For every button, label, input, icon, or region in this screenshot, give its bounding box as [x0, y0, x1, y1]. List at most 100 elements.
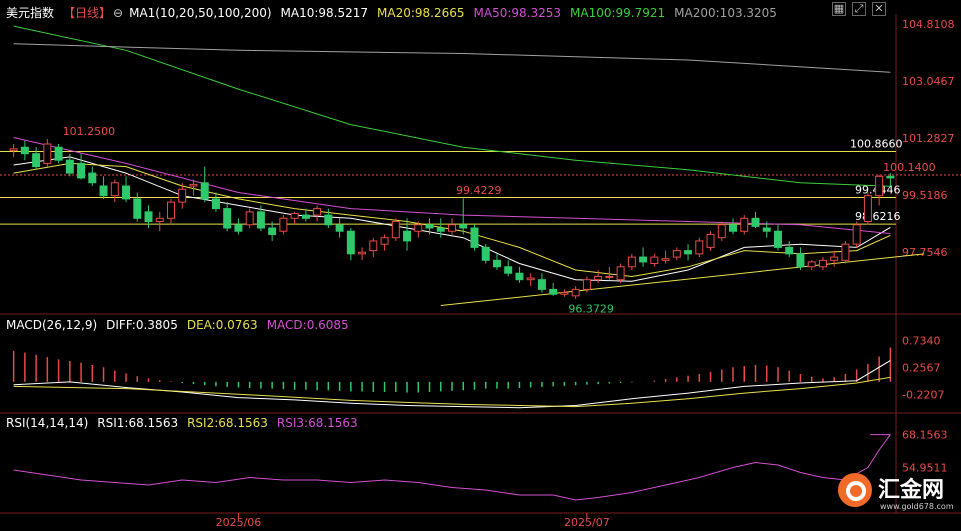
extreme-value-label: 99.4229: [456, 184, 502, 197]
macd-tick-label: 0.2567: [902, 361, 941, 374]
candle-body: [110, 182, 119, 197]
candle-body: [729, 224, 737, 232]
candle-body: [223, 208, 232, 229]
candle-body: [358, 251, 367, 255]
candle-body: [616, 266, 625, 281]
candle-body: [818, 259, 827, 268]
candle-body: [785, 246, 794, 255]
ma-line-ma200: [13, 43, 891, 73]
trendline: [440, 253, 925, 307]
macd-tick-label: 0.7340: [902, 335, 941, 348]
macd-dea-value: DEA:0.0763: [186, 318, 258, 332]
rsi-line: [13, 434, 891, 501]
candle-body: [830, 256, 839, 261]
time-tick-label: 2025/06: [216, 516, 262, 529]
ma10-value: MA10:98.5217: [280, 6, 369, 20]
candle-body: [313, 208, 322, 216]
candle-body: [886, 175, 895, 179]
price-tick-label: 104.8108: [902, 18, 955, 31]
candle-body: [335, 224, 344, 232]
candle-body: [627, 256, 636, 268]
candle-body: [762, 227, 771, 232]
macd-dea-line: [13, 376, 891, 408]
ma200-value: MA200:103.3205: [674, 6, 777, 20]
candle-body: [99, 185, 108, 197]
main-legend: 美元指数 【日线】 ⊖ MA1(10,20,50,100,200) MA10:98.52…: [6, 4, 786, 21]
candle-body: [324, 214, 333, 226]
candle-body: [391, 221, 400, 239]
candle-body: [211, 198, 220, 210]
ma100-value: MA100:99.7921: [570, 6, 666, 20]
candle-body: [88, 172, 97, 184]
candle-body: [549, 288, 558, 295]
candle-body: [403, 230, 412, 242]
candle-body: [481, 246, 490, 261]
candle-body: [459, 224, 468, 229]
candle-body: [122, 185, 131, 200]
candle-body: [144, 211, 153, 223]
ma20-value: MA20:98.2665: [377, 6, 465, 20]
rsi2-value: RSI2:68.1563: [187, 416, 268, 430]
candle-body: [515, 272, 524, 281]
time-tick-label: 2025/07: [564, 516, 610, 529]
ma-line-ma100: [13, 25, 891, 187]
candle-body: [414, 224, 423, 232]
candle-body: [582, 279, 591, 290]
candle-body: [492, 259, 501, 268]
candle-body: [369, 240, 378, 252]
candle-body: [717, 224, 726, 239]
candle-body: [695, 240, 704, 255]
price-tick-label: 103.0467: [902, 75, 955, 88]
candle-body: [200, 182, 209, 200]
rsi-legend: RSI(14,14,14) RSI1:68.1563 RSI2:68.1563 RSI…: [6, 416, 367, 430]
candle-body: [751, 217, 760, 227]
candle-body: [77, 162, 86, 179]
candle-body: [852, 224, 861, 245]
candle-body: [167, 201, 175, 219]
candle-body: [436, 227, 445, 232]
rsi1-value: RSI1:68.1563: [97, 416, 179, 430]
candle-body: [504, 266, 513, 274]
expand-icon[interactable]: ⤢: [852, 2, 866, 16]
candle-body: [661, 258, 670, 261]
candle-body: [560, 292, 569, 295]
candle-body: [346, 230, 355, 255]
candle-body: [448, 224, 456, 232]
candle-body: [279, 217, 288, 232]
candle-body: [54, 146, 63, 161]
price-tick-label: 97.7546: [902, 246, 948, 259]
candle-body: [672, 250, 681, 258]
candle-body: [650, 256, 659, 265]
logo-mark-icon: [838, 473, 872, 507]
close-icon[interactable]: ✕: [872, 2, 886, 16]
level-label: 98.6216: [855, 210, 901, 223]
extreme-value-label: 101.2500: [63, 125, 115, 138]
candle-body: [234, 224, 243, 232]
candle-body: [245, 211, 254, 226]
macd-legend: MACD(26,12,9) DIFF:0.3805 DEA:0.0763 MACD:0…: [6, 318, 358, 332]
rsi-params-label: RSI(14,14,14): [6, 416, 89, 430]
macd-diff-value: DIFF:0.3805: [106, 318, 178, 332]
period-label[interactable]: 【日线】: [63, 6, 112, 20]
candle-body: [32, 153, 41, 168]
candle-body: [526, 277, 535, 281]
candle-body: [841, 243, 850, 261]
candle-body: [9, 148, 18, 151]
candle-body: [65, 159, 74, 174]
price-tick-label: 99.5186: [902, 189, 948, 202]
circle-minus-icon[interactable]: ⊖: [113, 6, 124, 20]
candle-body: [380, 237, 389, 245]
candle-body: [470, 227, 479, 248]
extreme-value-label: 96.3729: [568, 303, 614, 316]
symbol-label: 美元指数: [6, 6, 55, 20]
level-label: 100.8660: [850, 138, 903, 151]
rsi3-value: RSI3:68.1563: [276, 416, 358, 430]
candle-body: [594, 275, 603, 281]
candle-body: [605, 275, 614, 278]
candle-body: [425, 224, 434, 229]
rsi-tick-label: 54.9511: [902, 462, 948, 475]
price-tick-label: 101.2827: [902, 132, 955, 145]
candle-body: [684, 250, 693, 255]
grid-icon[interactable]: ▦: [832, 2, 846, 16]
